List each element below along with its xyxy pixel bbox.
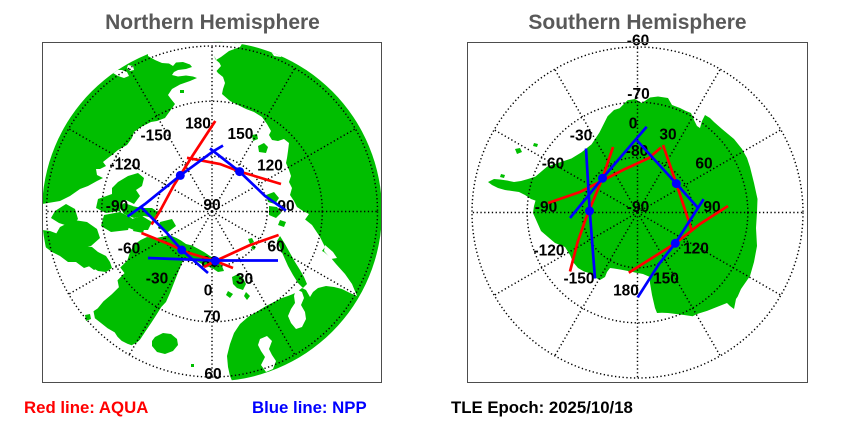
svg-text:-30: -30 xyxy=(570,128,592,145)
svg-text:-90: -90 xyxy=(535,199,557,216)
svg-text:-60: -60 xyxy=(627,33,649,50)
svg-text:120: 120 xyxy=(257,158,283,175)
svg-text:-30: -30 xyxy=(146,271,168,288)
svg-text:-150: -150 xyxy=(563,271,594,288)
svg-text:-120: -120 xyxy=(533,243,564,260)
svg-text:TLE Epoch: 2025/10/18: TLE Epoch: 2025/10/18 xyxy=(451,398,633,417)
svg-text:0: 0 xyxy=(629,116,638,133)
svg-text:Northern Hemisphere: Northern Hemisphere xyxy=(105,11,320,34)
svg-text:180: 180 xyxy=(185,116,211,133)
svg-text:Red line: AQUA: Red line: AQUA xyxy=(24,398,148,417)
svg-text:-70: -70 xyxy=(627,86,649,103)
svg-text:0: 0 xyxy=(204,283,213,300)
svg-text:-150: -150 xyxy=(140,128,171,145)
svg-text:30: 30 xyxy=(659,127,676,144)
svg-text:90: 90 xyxy=(703,199,720,216)
svg-text:90: 90 xyxy=(203,197,220,214)
svg-text:180: 180 xyxy=(613,283,639,300)
svg-text:120: 120 xyxy=(683,241,709,258)
svg-text:-60: -60 xyxy=(118,241,140,258)
svg-text:-120: -120 xyxy=(109,157,140,174)
svg-text:150: 150 xyxy=(653,271,679,288)
svg-text:90: 90 xyxy=(277,198,294,215)
svg-text:60: 60 xyxy=(204,366,221,383)
svg-text:-60: -60 xyxy=(542,156,564,173)
svg-text:-90: -90 xyxy=(106,198,128,215)
svg-text:60: 60 xyxy=(267,239,284,256)
svg-text:70: 70 xyxy=(203,309,220,326)
svg-text:30: 30 xyxy=(236,271,253,288)
svg-text:Southern Hemisphere: Southern Hemisphere xyxy=(528,11,746,34)
svg-text:-90: -90 xyxy=(627,199,649,216)
svg-text:Blue line: NPP: Blue line: NPP xyxy=(252,398,367,417)
svg-text:60: 60 xyxy=(695,156,712,173)
svg-text:150: 150 xyxy=(227,126,253,143)
